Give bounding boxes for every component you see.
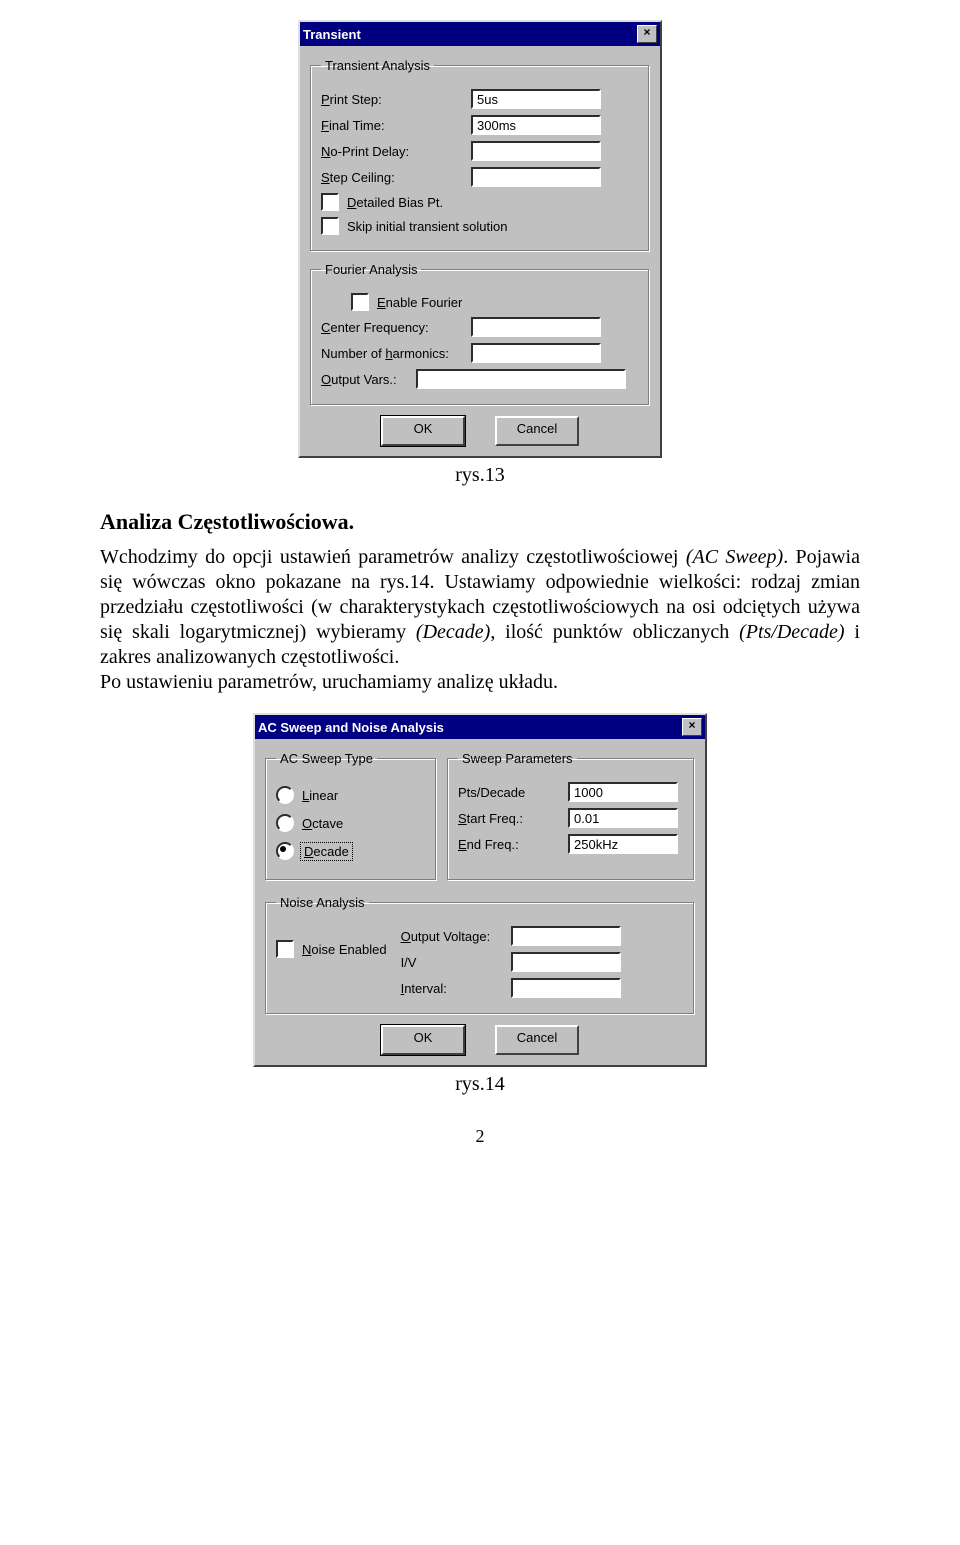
noprint-delay-label: No-Print Delay:	[321, 144, 471, 159]
skip-initial-label: Skip initial transient solution	[347, 219, 507, 234]
close-icon[interactable]: ×	[682, 718, 702, 736]
body-paragraph: Wchodzimy do opcji ustawień parametrów a…	[100, 545, 860, 695]
sweep-type-group: AC Sweep Type Linear Octave Decade	[265, 751, 437, 881]
octave-label: Octave	[302, 816, 343, 831]
group-label: Sweep Parameters	[458, 751, 577, 766]
iv-input[interactable]	[511, 952, 621, 972]
center-freq-label: Center Frequency:	[321, 320, 471, 335]
enable-fourier-checkbox[interactable]	[351, 293, 369, 311]
noise-enabled-label: Noise Enabled	[302, 942, 387, 957]
noise-analysis-group: Noise Analysis Noise Enabled Output Volt…	[265, 895, 695, 1015]
ok-button[interactable]: OK	[381, 1025, 465, 1055]
print-step-label: Print Step:	[321, 92, 471, 107]
page-number: 2	[100, 1126, 860, 1147]
noise-enabled-checkbox[interactable]	[276, 940, 294, 958]
group-label: Fourier Analysis	[321, 262, 421, 277]
linear-label: Linear	[302, 788, 338, 803]
start-freq-input[interactable]	[568, 808, 678, 828]
center-freq-input[interactable]	[471, 317, 601, 337]
final-time-label: Final Time:	[321, 118, 471, 133]
cancel-button[interactable]: Cancel	[495, 1025, 579, 1055]
cancel-button[interactable]: Cancel	[495, 416, 579, 446]
final-time-input[interactable]	[471, 115, 601, 135]
transient-analysis-group: Transient Analysis Print Step: Final Tim…	[310, 58, 650, 252]
iv-label: I/V	[401, 955, 511, 970]
step-ceiling-label: Step Ceiling:	[321, 170, 471, 185]
skip-initial-checkbox[interactable]	[321, 217, 339, 235]
start-freq-label: Start Freq.:	[458, 811, 568, 826]
harmonics-input[interactable]	[471, 343, 601, 363]
titlebar: AC Sweep and Noise Analysis ×	[255, 715, 705, 739]
print-step-input[interactable]	[471, 89, 601, 109]
transient-dialog: Transient × Transient Analysis Print Ste…	[298, 20, 662, 458]
decade-label: Decade	[302, 844, 351, 859]
figure-caption: rys.13	[100, 464, 860, 487]
group-label: Noise Analysis	[276, 895, 369, 910]
pts-decade-input[interactable]	[568, 782, 678, 802]
linear-radio[interactable]	[276, 786, 294, 804]
output-vars-input[interactable]	[416, 369, 626, 389]
ok-button[interactable]: OK	[381, 416, 465, 446]
detailed-bias-label: Detailed Bias Pt.	[347, 195, 443, 210]
close-icon[interactable]: ×	[637, 25, 657, 43]
noprint-delay-input[interactable]	[471, 141, 601, 161]
section-heading: Analiza Częstotliwościowa.	[100, 509, 860, 535]
acsweep-dialog: AC Sweep and Noise Analysis × AC Sweep T…	[253, 713, 707, 1067]
interval-label: Interval:	[401, 981, 511, 996]
window-title: Transient	[303, 27, 361, 42]
titlebar: Transient ×	[300, 22, 660, 46]
enable-fourier-label: Enable Fourier	[377, 295, 462, 310]
step-ceiling-input[interactable]	[471, 167, 601, 187]
window-title: AC Sweep and Noise Analysis	[258, 720, 444, 735]
octave-radio[interactable]	[276, 814, 294, 832]
end-freq-input[interactable]	[568, 834, 678, 854]
detailed-bias-checkbox[interactable]	[321, 193, 339, 211]
pts-decade-label: Pts/Decade	[458, 785, 568, 800]
harmonics-label: Number of harmonics:	[321, 346, 471, 361]
end-freq-label: End Freq.:	[458, 837, 568, 852]
interval-input[interactable]	[511, 978, 621, 998]
output-voltage-label: Output Voltage:	[401, 929, 511, 944]
group-label: AC Sweep Type	[276, 751, 377, 766]
decade-radio[interactable]	[276, 842, 294, 860]
fourier-analysis-group: Fourier Analysis Enable Fourier Center F…	[310, 262, 650, 406]
group-label: Transient Analysis	[321, 58, 434, 73]
output-voltage-input[interactable]	[511, 926, 621, 946]
sweep-params-group: Sweep Parameters Pts/Decade Start Freq.:…	[447, 751, 695, 881]
figure-caption: rys.14	[100, 1073, 860, 1096]
output-vars-label: Output Vars.:	[321, 372, 416, 387]
